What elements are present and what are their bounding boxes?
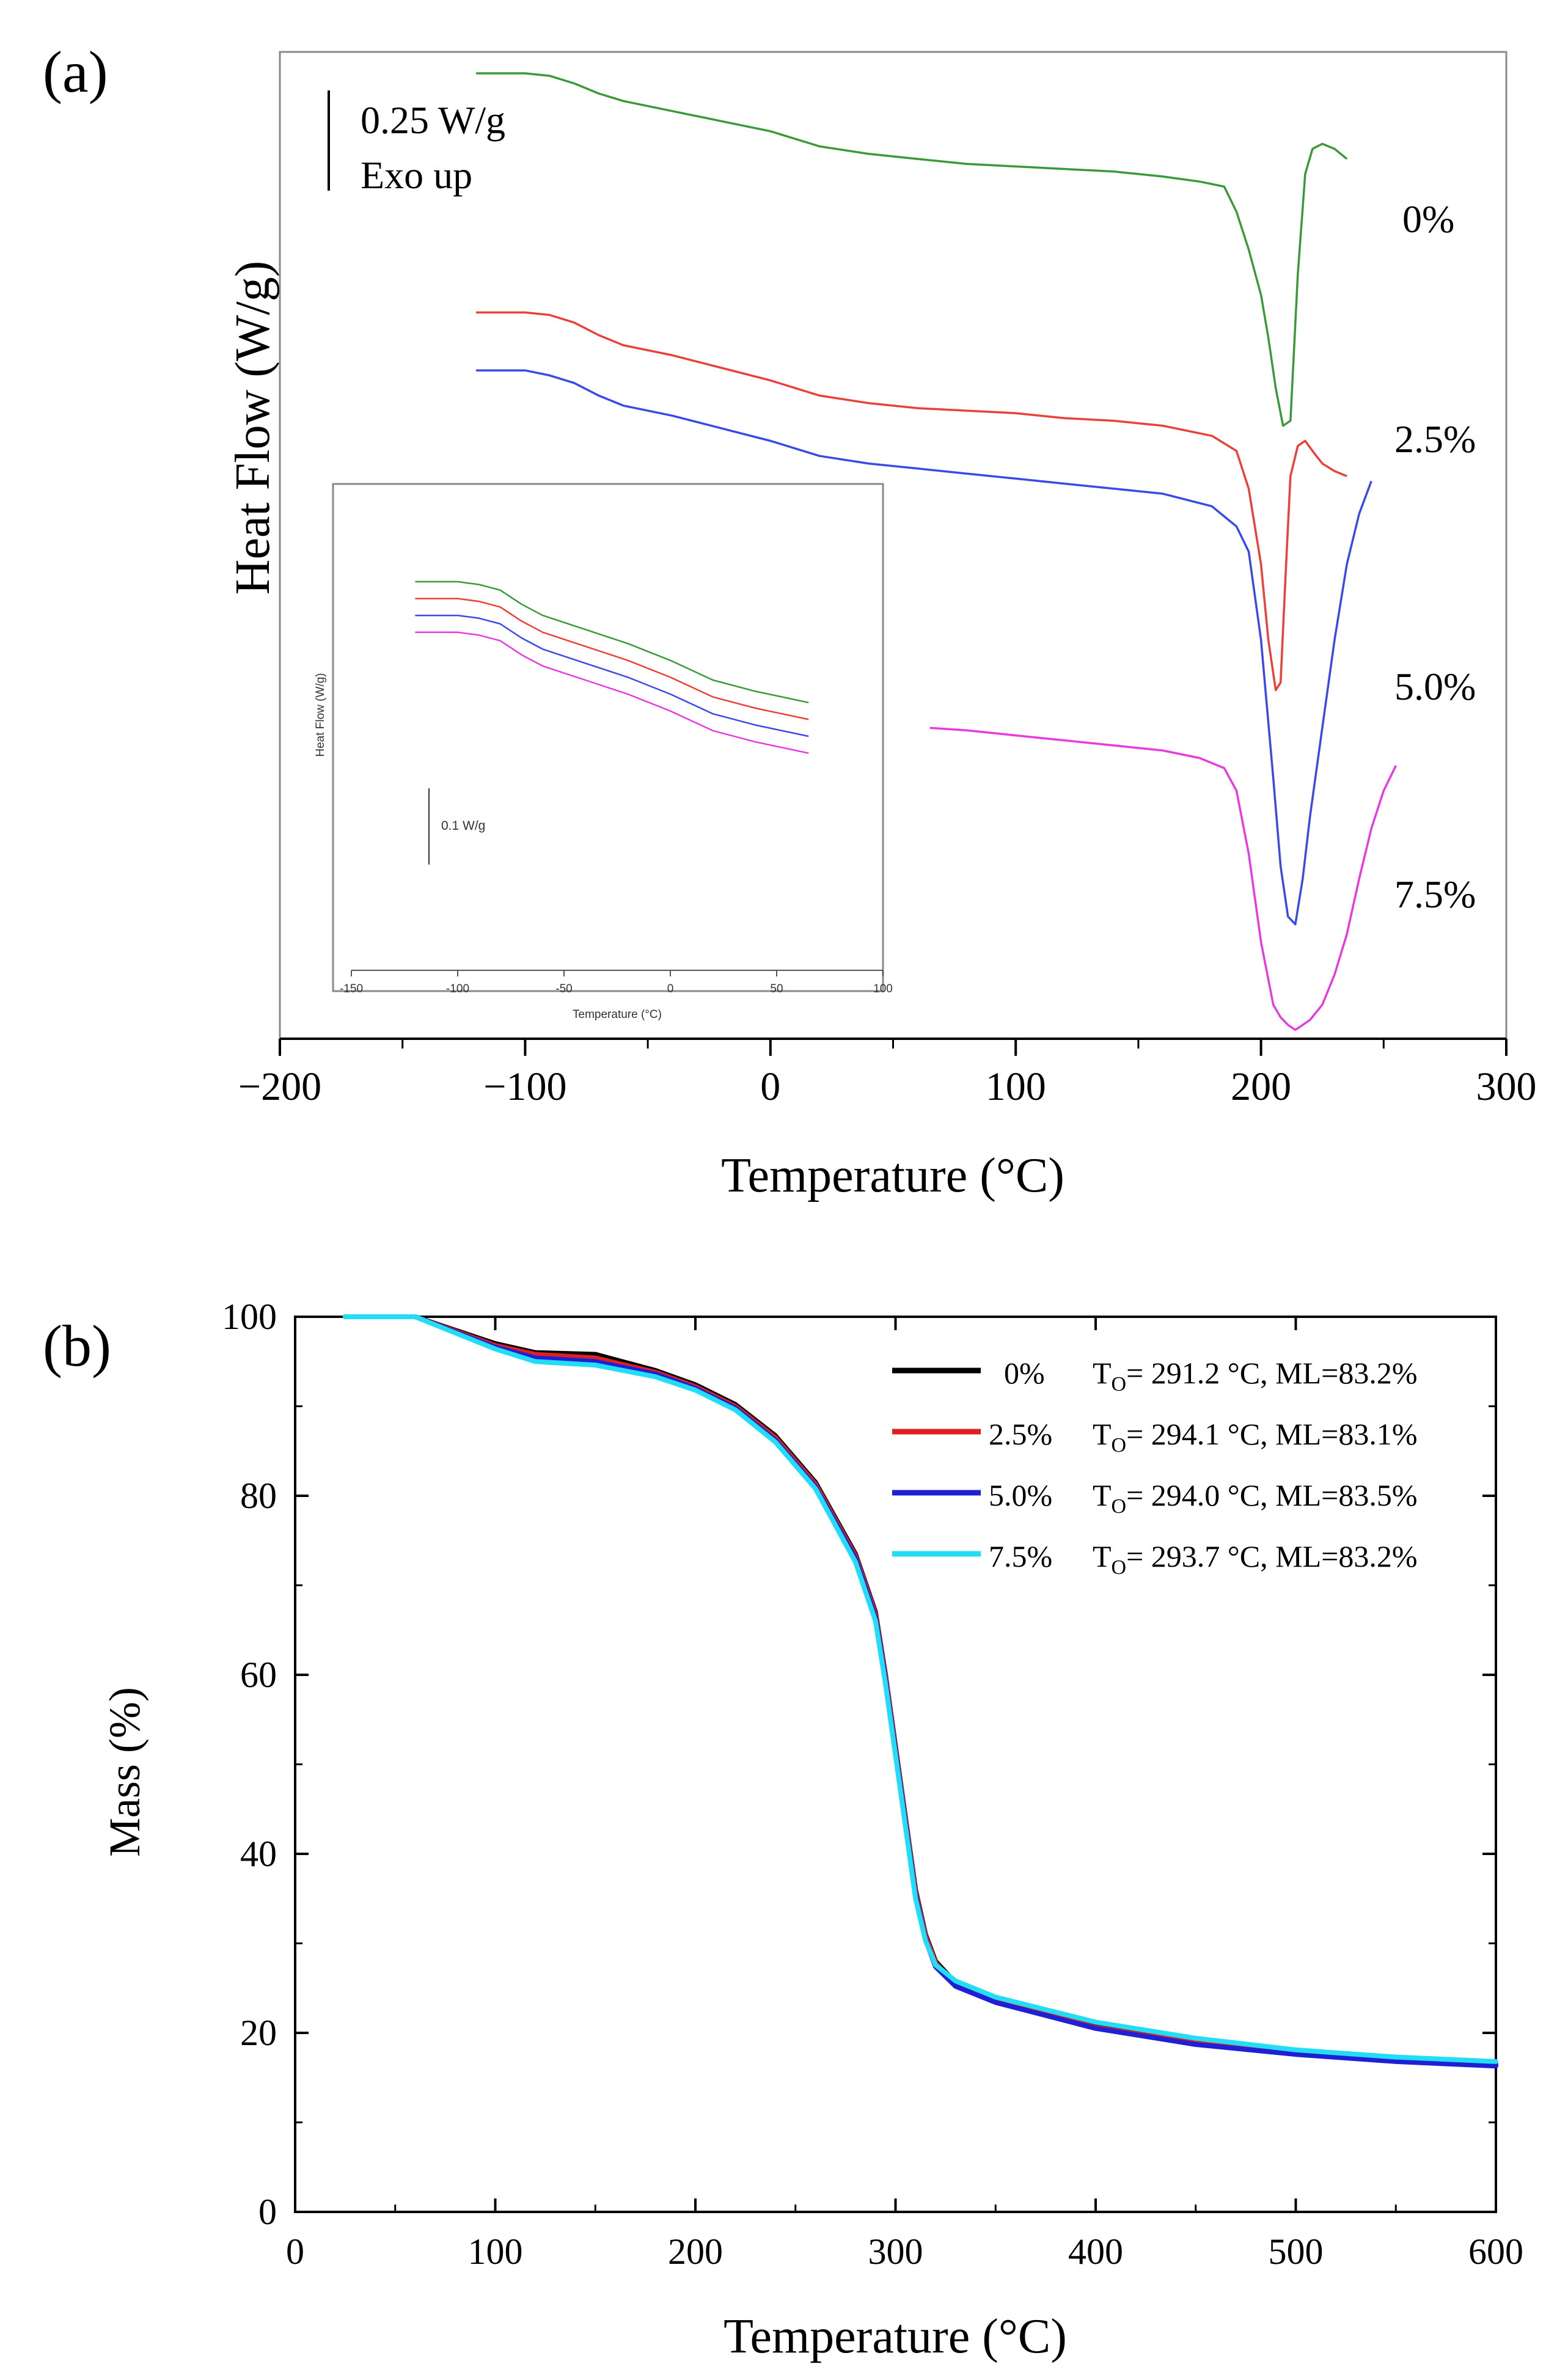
panel-a-x-tick-label: 300 (1476, 1064, 1537, 1109)
legend-to-7-5pct: TO= 293.7 °C, ML=83.2% (1093, 1539, 1418, 1579)
panel-b-x-tick-label: 300 (868, 2231, 923, 2272)
legend-to-2-5pct: TO= 294.1 °C, ML=83.1% (1093, 1417, 1418, 1457)
inset-x-tick-label: -50 (555, 983, 572, 995)
panel-b-y-ticks: 0 20 40 60 80 100 (222, 1297, 1496, 2232)
legend-text-7-5pct: 7.5% (989, 1539, 1052, 1573)
panel-b-y-tick-label: 100 (222, 1297, 277, 1337)
inset-series-2-5pct (415, 598, 809, 720)
inset-x-tick-label: -150 (340, 983, 363, 995)
panel-b-label: (b) (43, 1313, 111, 1378)
inset-series-5-0pct (415, 614, 809, 738)
panel-a-x-tick-label: 0 (760, 1064, 780, 1109)
inset-series-0pct (415, 580, 809, 704)
inset-x-tick-label: 100 (873, 983, 893, 995)
panel-b-x-tick-label: 400 (1068, 2231, 1123, 2272)
panel-b-y-tick-label: 40 (240, 1834, 277, 1874)
inset-series-group (415, 580, 809, 754)
dsc-series-0pct (476, 72, 1348, 427)
inset-x-ticks: -150 -100 -50 0 50 100 (340, 970, 893, 995)
dsc-series-7-5pct (929, 727, 1397, 1031)
legend-text-5-0pct: 5.0% (989, 1478, 1052, 1512)
legend-to-5-0pct: TO= 294.0 °C, ML=83.5% (1093, 1478, 1418, 1518)
inset-frame (332, 483, 884, 992)
panel-a-scale-bar-label: 0.25 W/g (361, 98, 505, 142)
panel-a-x-ticks: −200 −100 0 100 200 300 (238, 1039, 1537, 1109)
legend-item-5-0pct: 5.0% TO= 294.0 °C, ML=83.5% (892, 1478, 1418, 1518)
panel-a-x-tick-label: −100 (483, 1064, 566, 1109)
dsc-series-2-5pct (476, 311, 1347, 692)
panel-a-series-label-0pct: 0% (1402, 197, 1454, 241)
legend-text-2-5pct: 2.5% (989, 1417, 1052, 1451)
panel-a-x-tick-label: 100 (986, 1064, 1046, 1109)
panel-b-y-tick-label: 0 (258, 2192, 277, 2232)
inset-series-7-5pct (415, 631, 809, 754)
legend-text-0pct: 0% (1004, 1356, 1045, 1390)
panel-b-y-tick-label: 60 (240, 1655, 277, 1695)
panel-b-x-tick-label: 600 (1468, 2231, 1523, 2272)
panel-a-series-label-7-5pct: 7.5% (1394, 873, 1476, 916)
legend-item-0pct: 0% TO= 291.2 °C, ML=83.2% (892, 1356, 1418, 1396)
panel-a-series-label-2-5pct: 2.5% (1394, 417, 1476, 461)
panel-a-label: (a) (43, 39, 108, 104)
inset-scale-bar-label: 0.1 W/g (441, 819, 485, 833)
panel-b-y-axis-title: Mass (%) (100, 1687, 149, 1857)
inset-x-tick-label: 0 (667, 983, 674, 995)
panel-b-legend: 0% TO= 291.2 °C, ML=83.2% 2.5% TO= 294.1… (892, 1356, 1418, 1579)
legend-item-2-5pct: 2.5% TO= 294.1 °C, ML=83.1% (892, 1417, 1418, 1457)
inset-x-tick-label: -100 (446, 983, 469, 995)
panel-b-x-tick-label: 100 (468, 2231, 523, 2272)
panel-a-series-label-5-0pct: 5.0% (1394, 665, 1476, 708)
panel-a-x-tick-label: 200 (1231, 1064, 1291, 1109)
panel-b-x-ticks: 0 100 200 300 400 500 600 (286, 1317, 1523, 2272)
panel-b: (b) 0 100 200 300 400 500 600 0 20 40 60 80 100 Tem… (43, 1297, 1523, 2363)
legend-item-7-5pct: 7.5% TO= 293.7 °C, ML=83.2% (892, 1539, 1418, 1579)
panel-a: (a) −200 −100 0 100 200 300 Temperature (°C) … (43, 39, 1537, 1202)
panel-b-x-tick-label: 200 (668, 2231, 723, 2272)
panel-b-x-axis-title: Temperature (°C) (724, 2310, 1067, 2363)
panel-a-exo-label: Exo up (361, 153, 472, 197)
dsc-series-5-0pct (476, 369, 1372, 926)
inset-x-tick-label: 50 (770, 983, 783, 995)
legend-to-0pct: TO= 291.2 °C, ML=83.2% (1093, 1356, 1418, 1396)
panel-a-x-axis-title: Temperature (°C) (721, 1149, 1064, 1202)
panel-a-series-group (476, 72, 1397, 1031)
inset-x-axis-title: Temperature (°C) (573, 1008, 662, 1021)
panel-a-x-tick-label: −200 (238, 1064, 321, 1109)
panel-b-y-tick-label: 80 (240, 1476, 277, 1516)
panel-a-y-axis-title: Heat Flow (W/g) (226, 261, 280, 595)
panel-b-series-group (342, 1314, 1498, 2069)
panel-b-x-tick-label: 500 (1269, 2231, 1324, 2272)
panel-b-y-tick-label: 20 (240, 2013, 277, 2053)
panel-a-inset: -150 -100 -50 0 50 100 Temperature (°C) Heat … (314, 483, 893, 1021)
panel-b-x-tick-label: 0 (286, 2231, 304, 2272)
tga-series-7-5pct (342, 1314, 1498, 2064)
inset-y-axis-title: Heat Flow (W/g) (314, 673, 327, 756)
